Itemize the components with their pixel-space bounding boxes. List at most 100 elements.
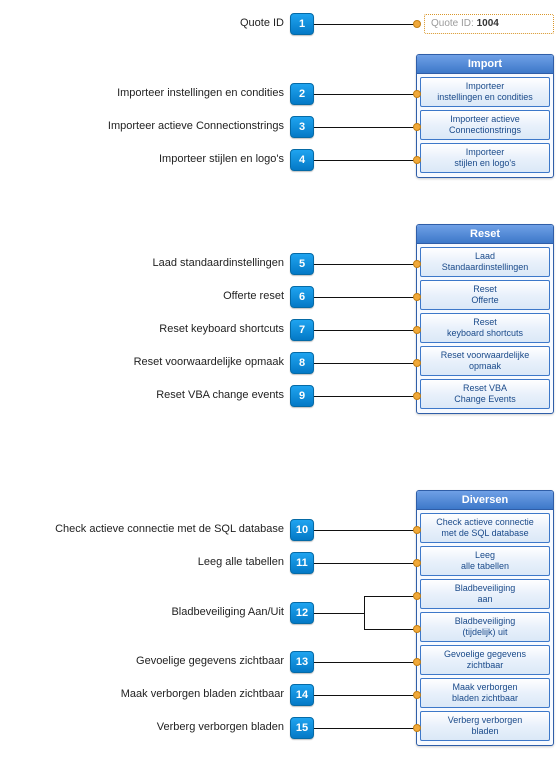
button-line2: stijlen en logo's xyxy=(454,158,515,169)
connector-line xyxy=(364,160,414,161)
ui-button[interactable]: Gevoelige gegevenszichtbaar xyxy=(420,645,550,675)
annotation-label: Quote ID xyxy=(240,17,284,29)
button-line2: alle tabellen xyxy=(461,561,509,572)
connector-dot xyxy=(413,293,421,301)
connector-line xyxy=(364,596,414,597)
ui-button[interactable]: Bladbeveiliging(tijdelijk) uit xyxy=(420,612,550,642)
panel-header-import: Import xyxy=(417,55,553,74)
connector-line xyxy=(314,396,364,397)
annotation-label: Importeer instellingen en condities xyxy=(117,87,284,99)
button-line1: Laad xyxy=(475,251,495,262)
connector-dot xyxy=(413,625,421,633)
connector-line xyxy=(314,330,364,331)
connector-line xyxy=(364,297,414,298)
button-line1: Maak verborgen xyxy=(452,682,517,693)
button-line2: bladen xyxy=(471,726,498,737)
connector-line xyxy=(364,363,414,364)
connector-dot xyxy=(413,359,421,367)
annotation-badge: 2 xyxy=(290,83,314,105)
annotation-badge: 12 xyxy=(290,602,314,624)
connector-dot xyxy=(413,592,421,600)
button-line2: Connectionstrings xyxy=(449,125,521,136)
annotation-label: Importeer stijlen en logo's xyxy=(159,153,284,165)
quote-id-box: Quote ID: 1004 xyxy=(424,14,554,34)
connector-line xyxy=(314,363,364,364)
annotation-badge: 1 xyxy=(290,13,314,35)
annotation-badge: 10 xyxy=(290,519,314,541)
annotation-badge: 6 xyxy=(290,286,314,308)
quote-id-value: 1004 xyxy=(477,18,499,29)
connector-line xyxy=(364,24,414,25)
connector-line xyxy=(314,127,364,128)
connector-line xyxy=(314,94,364,95)
button-line1: Importeer xyxy=(466,81,505,92)
ui-button[interactable]: Verberg verborgenbladen xyxy=(420,711,550,741)
connector-dot xyxy=(413,658,421,666)
button-line2: met de SQL database xyxy=(441,528,528,539)
ui-button[interactable]: Maak verborgenbladen zichtbaar xyxy=(420,678,550,708)
ui-button[interactable]: Check actieve connectiemet de SQL databa… xyxy=(420,513,550,543)
button-line1: Leeg xyxy=(475,550,495,561)
annotation-badge: 13 xyxy=(290,651,314,673)
annotation-badge: 5 xyxy=(290,253,314,275)
panel-header-reset: Reset xyxy=(417,225,553,244)
button-line2: aan xyxy=(477,594,492,605)
ui-button[interactable]: Reset VBAChange Events xyxy=(420,379,550,409)
annotation-label: Maak verborgen bladen zichtbaar xyxy=(121,688,284,700)
button-line2: (tijdelijk) uit xyxy=(462,627,507,638)
panel-diversen: Diversen Check actieve connectiemet de S… xyxy=(416,490,554,746)
ui-button[interactable]: LaadStandaardinstellingen xyxy=(420,247,550,277)
connector-line xyxy=(314,728,364,729)
connector-line xyxy=(364,330,414,331)
button-line1: Gevoelige gegevens xyxy=(444,649,526,660)
button-line2: zichtbaar xyxy=(467,660,504,671)
button-line2: Standaardinstellingen xyxy=(442,262,529,273)
annotation-badge: 8 xyxy=(290,352,314,374)
annotation-badge: 9 xyxy=(290,385,314,407)
button-line1: Bladbeveiliging xyxy=(455,583,516,594)
annotation-label: Leeg alle tabellen xyxy=(198,556,284,568)
annotation-badge: 4 xyxy=(290,149,314,171)
connector-dot xyxy=(413,559,421,567)
button-line2: instellingen en condities xyxy=(437,92,533,103)
ui-button[interactable]: Bladbeveiligingaan xyxy=(420,579,550,609)
annotation-badge: 11 xyxy=(290,552,314,574)
annotation-label: Importeer actieve Connectionstrings xyxy=(108,120,284,132)
ui-button[interactable]: Importeer actieveConnectionstrings xyxy=(420,110,550,140)
connector-line xyxy=(364,396,414,397)
annotation-label: Reset keyboard shortcuts xyxy=(159,323,284,335)
connector-line xyxy=(314,297,364,298)
annotation-label: Verberg verborgen bladen xyxy=(157,721,284,733)
connector-line xyxy=(364,629,414,630)
annotation-label: Laad standaardinstellingen xyxy=(153,257,285,269)
annotation-badge: 7 xyxy=(290,319,314,341)
annotation-badge: 3 xyxy=(290,116,314,138)
button-line2: Offerte xyxy=(471,295,498,306)
annotation-label: Bladbeveiliging Aan/Uit xyxy=(171,606,284,618)
connector-dot xyxy=(413,691,421,699)
connector-dot xyxy=(413,123,421,131)
connector-line xyxy=(314,264,364,265)
connector-line xyxy=(314,563,364,564)
ui-button[interactable]: Reset voorwaardelijkeopmaak xyxy=(420,346,550,376)
connector-line xyxy=(314,613,364,614)
panel-import: Import Importeerinstellingen en conditie… xyxy=(416,54,554,178)
ui-button[interactable]: Importeerinstellingen en condities xyxy=(420,77,550,107)
ui-button[interactable]: ResetOfferte xyxy=(420,280,550,310)
connector-dot xyxy=(413,526,421,534)
ui-button[interactable]: Importeerstijlen en logo's xyxy=(420,143,550,173)
button-line2: bladen zichtbaar xyxy=(452,693,518,704)
ui-button[interactable]: Resetkeyboard shortcuts xyxy=(420,313,550,343)
ui-button[interactable]: Leegalle tabellen xyxy=(420,546,550,576)
connector-line xyxy=(364,530,414,531)
button-line2: keyboard shortcuts xyxy=(447,328,523,339)
button-line1: Verberg verborgen xyxy=(448,715,523,726)
panel-header-diversen: Diversen xyxy=(417,491,553,510)
quote-id-label: Quote ID: xyxy=(431,18,474,29)
connector-dot xyxy=(413,724,421,732)
button-line1: Reset VBA xyxy=(463,383,507,394)
button-line2: Change Events xyxy=(454,394,516,405)
button-line1: Reset xyxy=(473,284,497,295)
connector-line xyxy=(364,596,365,629)
connector-dot xyxy=(413,392,421,400)
